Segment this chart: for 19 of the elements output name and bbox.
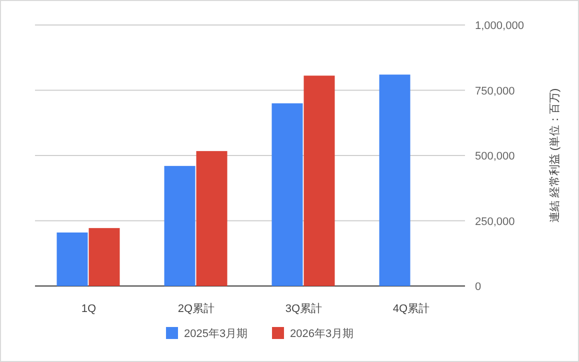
bar [56, 232, 88, 286]
y-tick-label: 0 [475, 281, 482, 293]
bar [164, 166, 196, 286]
bar [196, 151, 228, 286]
bar [88, 228, 120, 286]
x-tick-label: 4Q累計 [392, 302, 430, 315]
y-tick-label: 250,000 [475, 216, 515, 228]
y-axis-title: 連結 経常利益 (単位：百万) [548, 88, 561, 223]
legend-label: 2026年3月期 [290, 328, 354, 340]
bar [304, 76, 335, 286]
x-tick-label: 2Q累計 [178, 302, 215, 315]
x-tick-label: 1Q [81, 303, 97, 315]
legend-label: 2025年3月期 [184, 328, 248, 340]
bar [272, 103, 303, 286]
y-tick-label: 1,000,000 [475, 20, 524, 32]
x-tick-label: 3Q累計 [285, 302, 322, 315]
y-tick-label: 500,000 [475, 150, 515, 162]
bar [379, 74, 410, 286]
y-tick-label: 750,000 [475, 85, 515, 98]
